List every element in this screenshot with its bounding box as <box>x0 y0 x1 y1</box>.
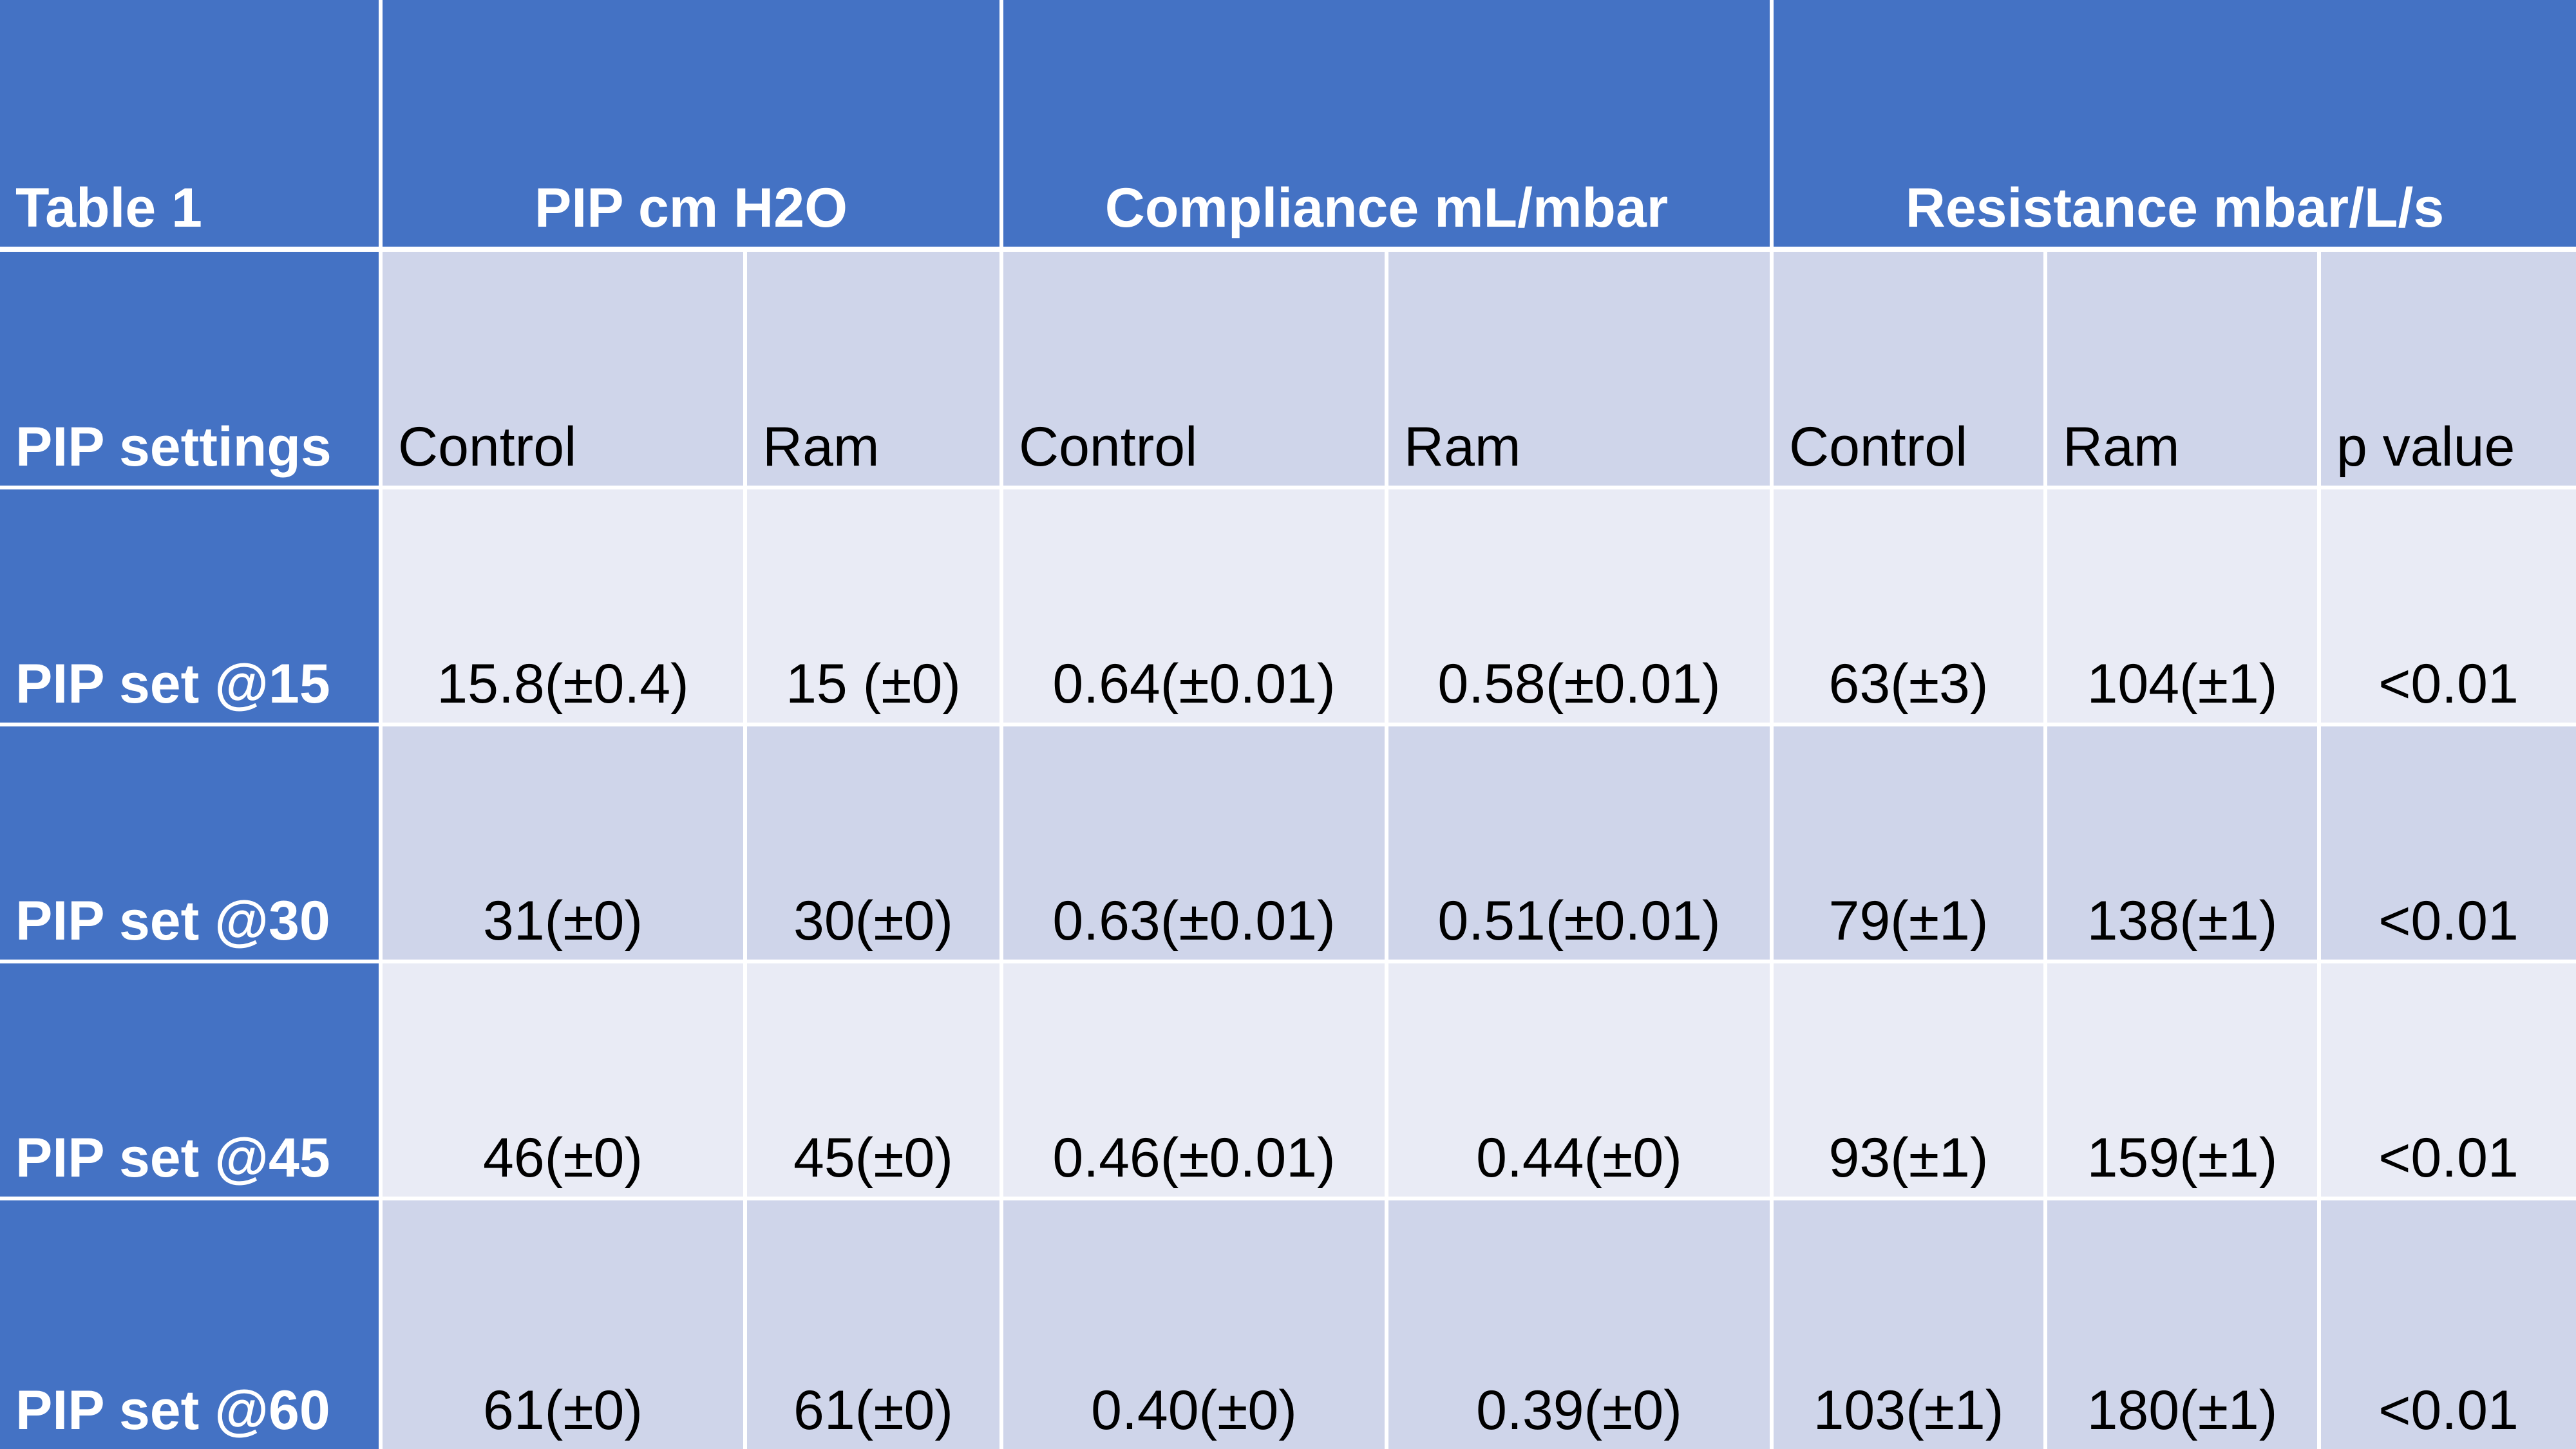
subheader-resistance-control: Control <box>1774 252 2043 486</box>
table-cell: 15 (±0) <box>747 489 999 723</box>
subheader-compliance-ram: Ram <box>1388 252 1770 486</box>
table-cell: 104(±1) <box>2047 489 2317 723</box>
group-header-compliance: Compliance mL/mbar <box>1003 0 1770 247</box>
table-cell: 93(±1) <box>1774 963 2043 1197</box>
row-label: PIP set @60 <box>0 1200 379 1449</box>
table-cell: 0.64(±0.01) <box>1003 489 1385 723</box>
row-label: PIP set @15 <box>0 489 379 723</box>
subheader-pip-control: Control <box>383 252 743 486</box>
group-header-resistance: Resistance mbar/L/s <box>1774 0 2576 247</box>
table-cell: 31(±0) <box>383 726 743 960</box>
subheader-resistance-ram: Ram <box>2047 252 2317 486</box>
table-cell: 138(±1) <box>2047 726 2317 960</box>
table-cell: 180(±1) <box>2047 1200 2317 1449</box>
table-cell: 15.8(±0.4) <box>383 489 743 723</box>
table-cell: 45(±0) <box>747 963 999 1197</box>
subheader-pip-ram: Ram <box>747 252 999 486</box>
table-cell: 0.58(±0.01) <box>1388 489 1770 723</box>
table-cell: 0.51(±0.01) <box>1388 726 1770 960</box>
subheader-p-value: p value <box>2321 252 2576 486</box>
table-cell: 46(±0) <box>383 963 743 1197</box>
table-cell: 0.39(±0) <box>1388 1200 1770 1449</box>
table-cell: <0.01 <box>2321 726 2576 960</box>
table-cell: <0.01 <box>2321 963 2576 1197</box>
table-cell: 0.63(±0.01) <box>1003 726 1385 960</box>
table-cell: 103(±1) <box>1774 1200 2043 1449</box>
table-cell: 159(±1) <box>2047 963 2317 1197</box>
row-label: PIP set @45 <box>0 963 379 1197</box>
table-cell: 30(±0) <box>747 726 999 960</box>
row-label: PIP set @30 <box>0 726 379 960</box>
table-cell: <0.01 <box>2321 1200 2576 1449</box>
group-header-pip: PIP cm H2O <box>383 0 999 247</box>
table-cell: 79(±1) <box>1774 726 2043 960</box>
table-cell: 63(±3) <box>1774 489 2043 723</box>
table-cell: <0.01 <box>2321 489 2576 723</box>
table-cell: 61(±0) <box>747 1200 999 1449</box>
table-cell: 0.40(±0) <box>1003 1200 1385 1449</box>
table-cell: 0.46(±0.01) <box>1003 963 1385 1197</box>
table-cell: 61(±0) <box>383 1200 743 1449</box>
table-title: Table 1 <box>0 0 379 247</box>
subheader-compliance-control: Control <box>1003 252 1385 486</box>
row-header-label: PIP settings <box>0 252 379 486</box>
table-cell: 0.44(±0) <box>1388 963 1770 1197</box>
